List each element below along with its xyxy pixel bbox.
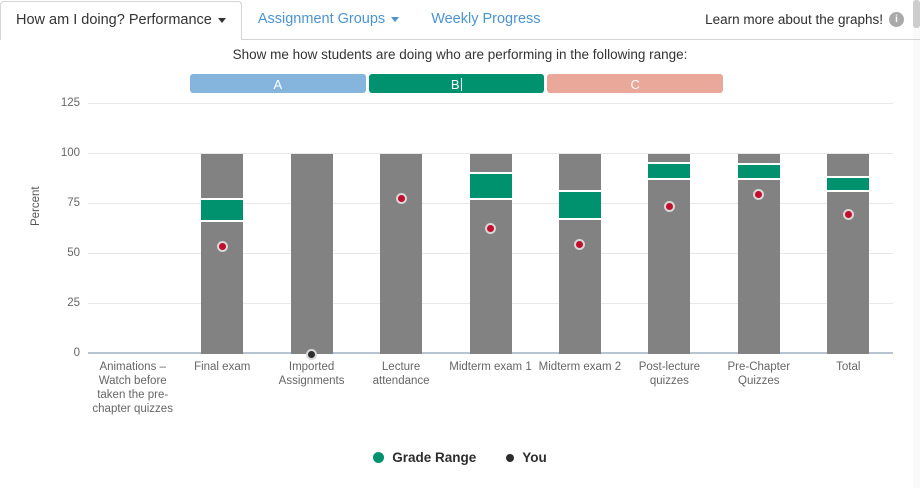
category-label: Lecture attendance (372, 361, 430, 387)
grade-range-b-button[interactable]: B (368, 74, 545, 93)
y-tick-label: 75 (67, 197, 80, 209)
grade-range-segment (201, 198, 244, 222)
category-label: Imported Assignments (278, 361, 345, 387)
category-label: Animations – Watch before taken the pre-… (92, 361, 173, 415)
grade-range-segment (469, 172, 512, 200)
bar (201, 154, 244, 354)
performance-chart: Percent 0 25 50 75 100 125 Animations – Watch… (0, 94, 920, 434)
tab-performance[interactable]: How am I doing? Performance (0, 1, 242, 40)
legend-label: Grade Range (392, 450, 477, 465)
tab-bar: How am I doing? Performance Assignment G… (0, 0, 920, 40)
you-dot (663, 200, 675, 212)
y-tick-label: 0 (73, 347, 80, 359)
you-dot (395, 192, 407, 204)
y-tick-label: 50 (67, 247, 80, 259)
caret-down-icon (217, 17, 226, 23)
grade-range-a-label: A (273, 77, 283, 92)
bar (558, 154, 601, 354)
you-dot (753, 188, 765, 200)
scrollbar-thumb[interactable] (913, 0, 920, 28)
you-dot (306, 348, 318, 360)
info-icon[interactable] (889, 12, 904, 27)
gridline (88, 103, 893, 104)
scrollbar-track[interactable] (913, 0, 920, 488)
tab-weekly-progress[interactable]: Weekly Progress (415, 1, 556, 39)
tab-assignment-groups[interactable]: Assignment Groups (242, 1, 415, 39)
plot-area (88, 98, 893, 360)
legend-item: Grade Range (373, 450, 476, 465)
grade-range-a-button[interactable]: A (190, 74, 366, 93)
legend-item: You (506, 450, 547, 465)
bar (737, 154, 780, 354)
grade-range-segment (827, 176, 870, 192)
grade-range-segment (737, 163, 780, 180)
y-tick-label: 125 (60, 97, 80, 109)
you-dot (842, 208, 854, 220)
chart-legend: Grade Range You (0, 450, 920, 465)
range-prompt-text: Show me how students are doing who are p… (232, 47, 688, 62)
legend-label: You (522, 450, 547, 465)
grade-range-c-label: C (630, 77, 640, 92)
bar (290, 154, 333, 354)
you-dot (485, 222, 496, 234)
text-cursor (460, 78, 463, 91)
you-legend-dot (506, 453, 515, 462)
y-tick-label: 25 (67, 297, 80, 309)
gridline (88, 153, 893, 154)
tab-assignment-groups-label: Assignment Groups (257, 11, 386, 27)
bar (380, 154, 423, 354)
category-label: Pre-Chapter Quizzes (727, 361, 791, 387)
you-dot (574, 238, 586, 250)
grade-range-c-button[interactable]: C (547, 74, 724, 93)
y-tick-label: 100 (60, 147, 80, 159)
grade-range-segment (648, 162, 691, 180)
grade-range-legend-dot (373, 452, 385, 463)
caret-down-icon (391, 16, 400, 22)
category-label: Post-lecture quizzes (638, 361, 701, 387)
bar (648, 154, 691, 354)
tab-performance-label: How am I doing? Performance (16, 12, 212, 28)
learn-more-label: Learn more about the graphs! (705, 12, 883, 27)
you-dot (216, 240, 228, 252)
category-label: Total (836, 361, 861, 373)
grade-range-b-label: B (450, 77, 460, 92)
category-label: Midterm exam 2 (538, 361, 622, 373)
tab-weekly-progress-label: Weekly Progress (431, 11, 541, 27)
grade-range-buttons: A B C (190, 74, 724, 93)
category-label: Final exam (194, 361, 251, 373)
category-label: Midterm exam 1 (449, 361, 532, 373)
learn-more-link[interactable]: Learn more about the graphs! (705, 12, 920, 39)
grade-range-segment (558, 190, 601, 220)
